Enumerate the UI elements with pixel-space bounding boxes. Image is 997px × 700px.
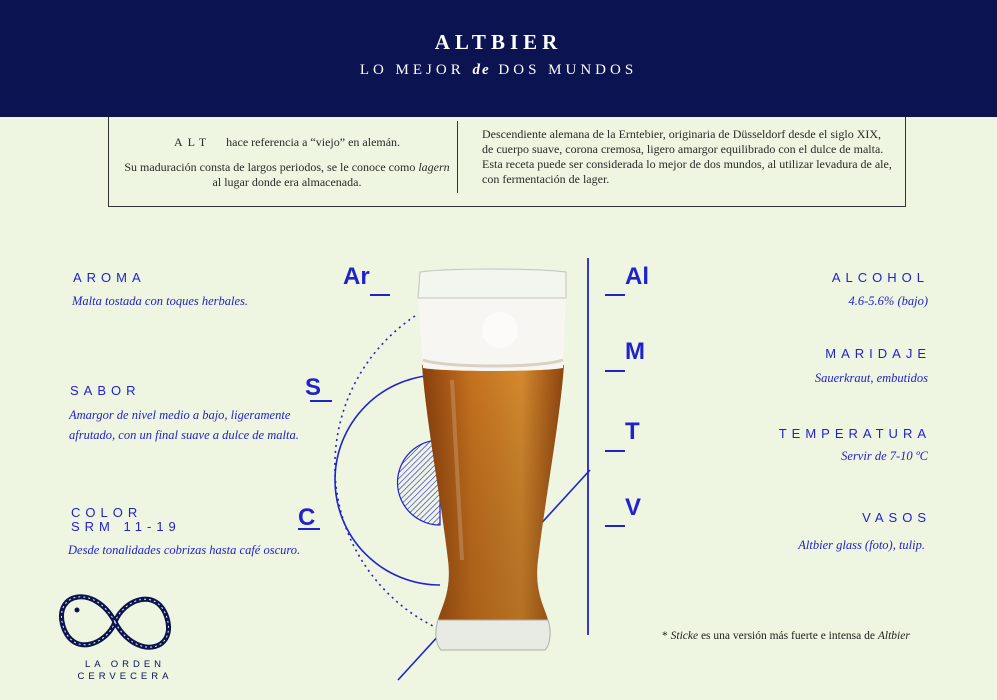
alcohol-label: ALCOHOL (831, 270, 929, 285)
aroma-desc: Malta tostada con toques herbales. (72, 294, 249, 308)
logo-line-1: LA ORDEN (84, 659, 166, 670)
maturation-em: lagern (418, 160, 450, 174)
aroma-label: AROMA (73, 270, 146, 285)
temperatura-letter: T (625, 418, 640, 445)
header-banner: ALTBIER LO MEJOR de DOS MUNDOS (0, 0, 997, 117)
glass-base (435, 619, 551, 651)
footnote: * Sticke es una versión más fuerte e int… (662, 630, 910, 642)
hatched-arc (396, 439, 441, 526)
aroma-underline (370, 294, 390, 296)
alt-text: hace referencia a “viejo” en alemán. (226, 135, 401, 149)
page-title: ALTBIER (434, 30, 563, 54)
color-label: COLOR (71, 505, 143, 520)
color-letter: C (298, 504, 316, 531)
aroma-letter: Ar (343, 263, 370, 290)
sabor-desc-2: afrutado, con un final suave a dulce de … (69, 428, 299, 442)
maridaje-label: MARIDAJE (825, 346, 931, 361)
maturation-post: al lugar donde era almacenada. (212, 175, 362, 189)
srm-label: SRM 11-19 (71, 519, 181, 534)
vasos-letter: V (625, 494, 642, 521)
maturation-pre: Su maduración consta de largos periodos,… (124, 160, 416, 174)
footnote-star: * (662, 630, 668, 642)
sabor-underline (310, 400, 332, 402)
temperatura-label: TEMPERATURA (778, 426, 931, 441)
logo-emblem (59, 594, 171, 650)
intro-description: Descendiente alemana de la Erntebier, or… (482, 127, 892, 186)
sabor-desc-1: Amargor de nivel medio a bajo, ligeramen… (69, 408, 291, 422)
footnote-sticke: Sticke (670, 630, 699, 642)
alcohol-letter: Al (625, 263, 649, 290)
footnote-text: es una versión más fuerte e intensa de (700, 630, 875, 642)
alcohol-underline (605, 294, 625, 296)
subtitle-em: de (472, 62, 491, 78)
subtitle-post: DOS MUNDOS (498, 62, 638, 78)
vasos-underline (605, 525, 625, 527)
solid-arc (334, 374, 441, 586)
page-subtitle: LO MEJOR de DOS MUNDOS (0, 62, 997, 79)
intro-left: ALT hace referencia a “viejo” en alemán.… (123, 135, 451, 200)
temperatura-desc: Servir de 7-10 ºC (841, 449, 928, 463)
dotted-arc (334, 315, 438, 629)
maridaje-desc: Sauerkraut, embutidos (814, 371, 928, 385)
vasos-desc: Altbier glass (foto), tulip. (798, 538, 925, 552)
glass-top (417, 268, 567, 299)
intro-box: ALT hace referencia a “viejo” en alemán.… (108, 117, 906, 207)
temperatura-underline (605, 450, 625, 452)
intro-divider (457, 121, 458, 193)
color-underline (298, 528, 320, 530)
color-desc: Desde tonalidades cobrizas hasta café os… (68, 543, 301, 557)
alcohol-desc: 4.6-5.6% (bajo) (848, 294, 929, 308)
maturation-text: Su maduración consta de largos periodos,… (123, 160, 451, 190)
sabor-letter: S (305, 374, 322, 401)
maridaje-letter: M (625, 338, 645, 365)
vasos-label: VASOS (862, 510, 931, 525)
sabor-label: SABOR (70, 383, 141, 398)
maridaje-underline (605, 370, 625, 372)
alt-definition: ALT hace referencia a “viejo” en alemán. (123, 135, 451, 150)
subtitle-pre: LO MEJOR (359, 62, 465, 78)
logo-line-2: CERVECERA (77, 671, 173, 682)
alt-word: ALT (173, 135, 212, 149)
footnote-altbier: Altbier (877, 630, 910, 642)
